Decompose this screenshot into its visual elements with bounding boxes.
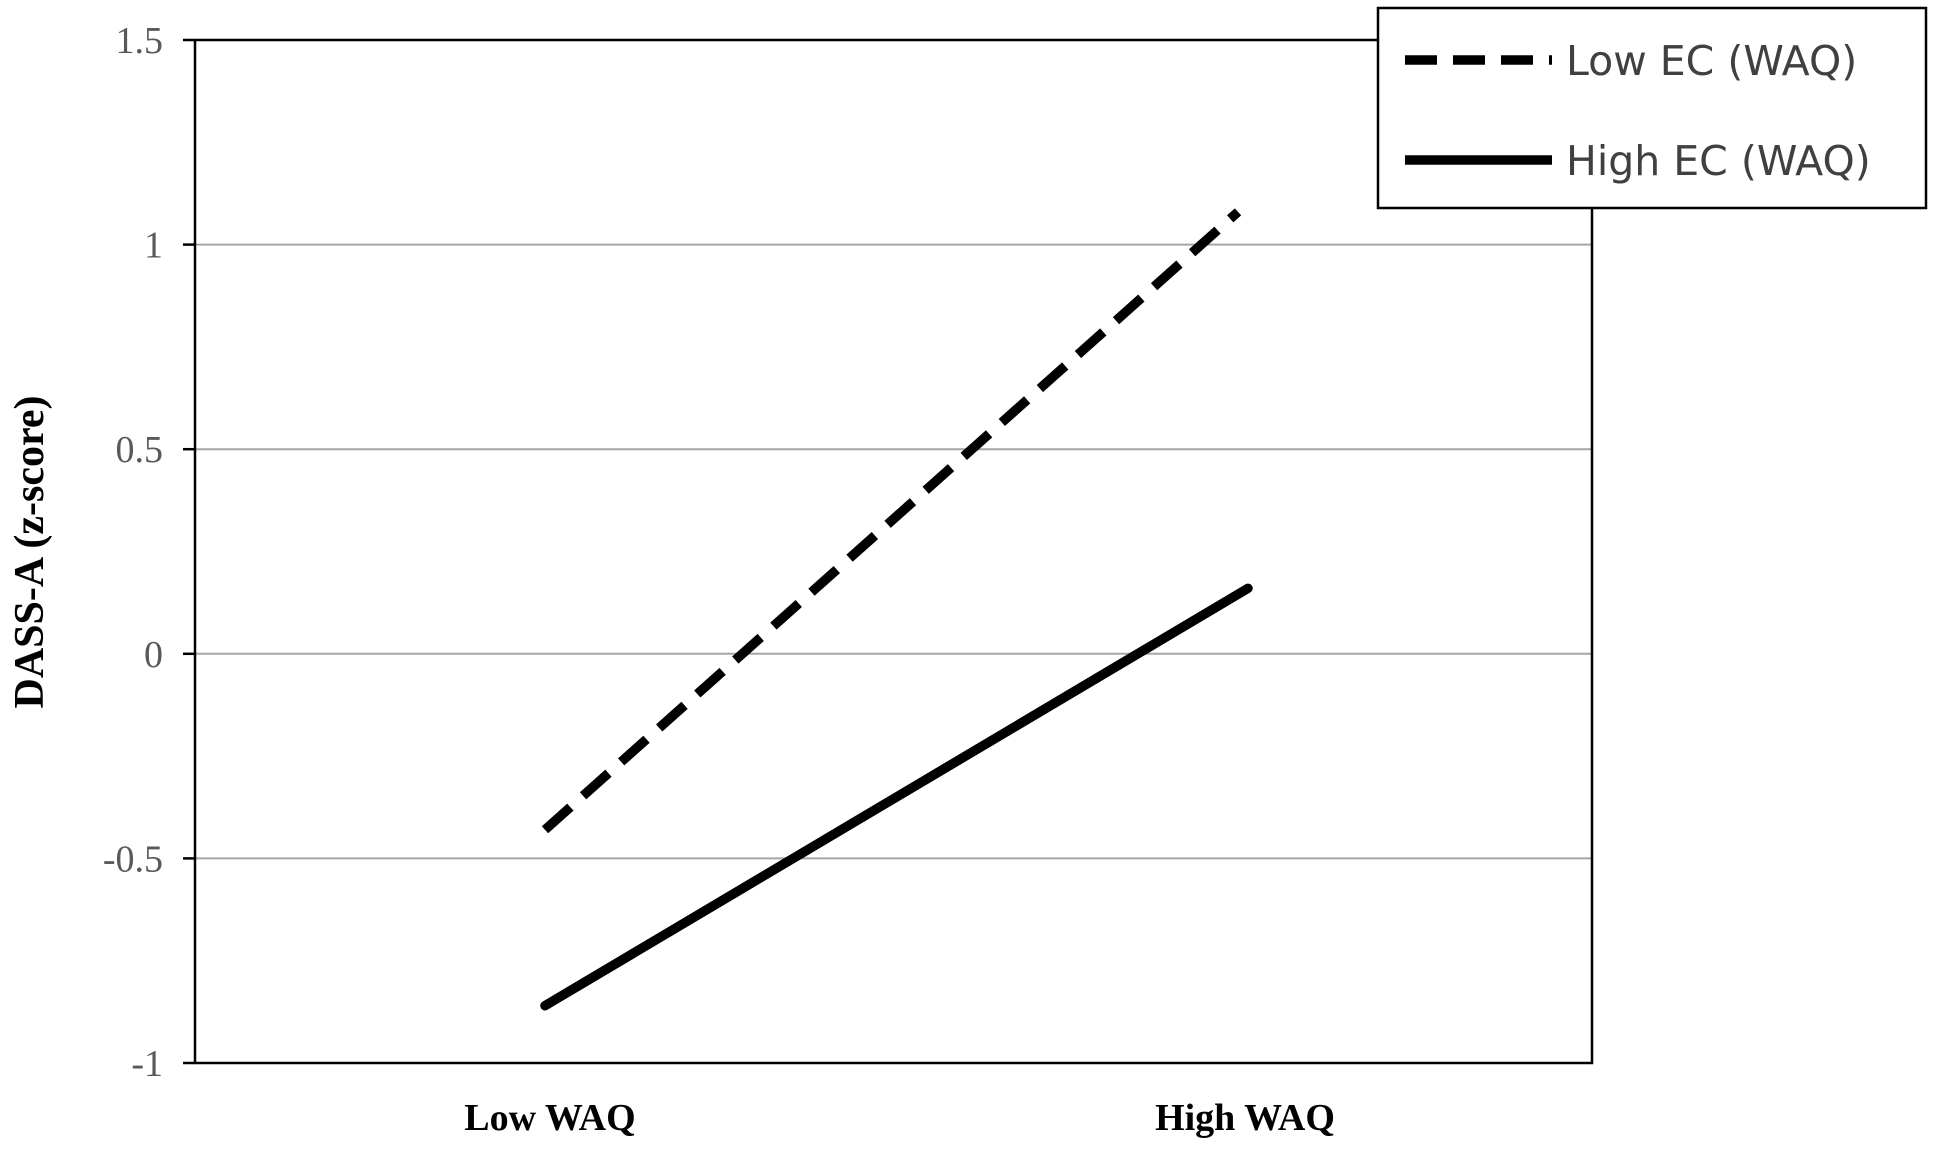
plot-area-frame [193,38,1594,1065]
y-tick-label: -0.5 [103,838,163,880]
y-tick-label: 0 [144,634,163,676]
y-tick-label: 0.5 [116,429,164,471]
y-axis-title: DASS-A (z-score) [7,396,53,709]
x-category-label: High WAQ [1155,1097,1335,1139]
x-axis-labels: Low WAQ High WAQ [464,1097,1335,1139]
low-ec-series-line [541,208,1242,834]
y-tick-label: 1.5 [116,20,164,62]
y-tick-label: 1 [144,225,163,267]
legend: Low EC (WAQ) High EC (WAQ) [1376,6,1928,210]
legend-label: Low EC (WAQ) [1566,37,1857,85]
series-lines [540,208,1253,1011]
legend-box [1376,6,1928,210]
gridlines [195,243,1592,860]
legend-label: High EC (WAQ) [1566,137,1871,185]
high-ec-series-line [540,583,1253,1011]
y-axis-ticks: -1 -0.5 0 0.5 1 1.5 [103,20,195,1085]
y-tick-label: -1 [131,1043,163,1085]
x-category-label: Low WAQ [464,1097,635,1139]
